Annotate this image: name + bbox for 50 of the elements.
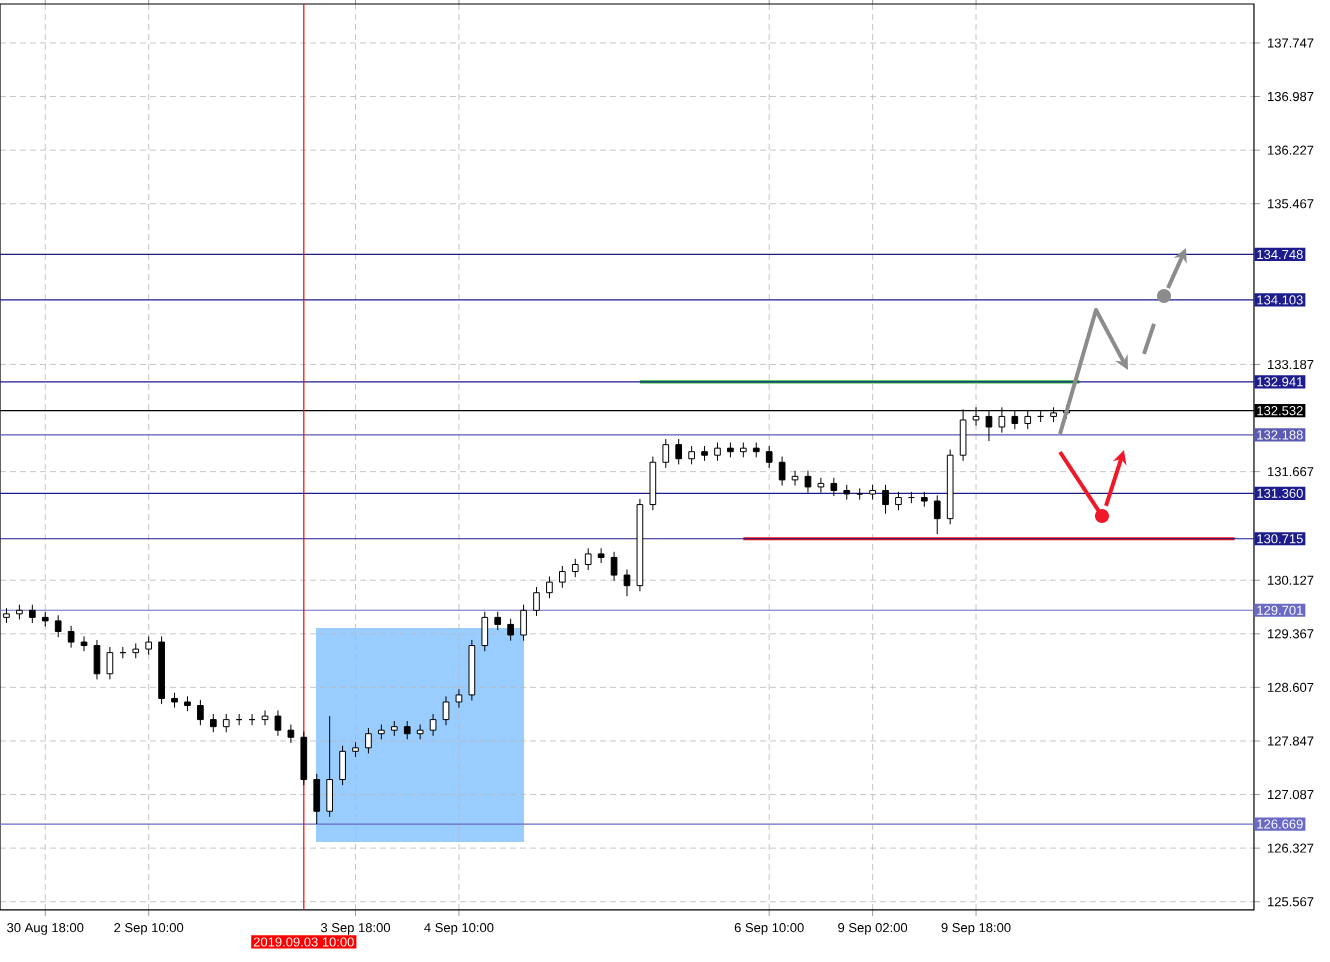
candlestick [817,477,825,494]
candlestick [571,558,579,578]
candlestick [520,604,527,642]
candlestick [106,646,114,680]
candlestick [584,547,592,571]
candlestick [778,456,786,487]
candlestick [429,713,437,737]
candlestick [28,604,36,624]
candlestick [93,639,101,680]
candlestick [261,709,269,726]
candlestick [481,611,489,652]
candlestick [313,773,321,825]
candlestick [559,565,566,589]
candlestick [675,438,683,465]
candlestick [623,568,631,597]
candlestick [145,635,153,656]
candlestick [222,713,230,733]
candlestick [662,438,670,469]
candlestick [610,551,618,582]
candlestick [416,724,424,740]
candlestick [882,484,889,515]
candlestick [895,491,902,511]
candlestick [67,625,75,649]
candlestick [933,494,941,535]
candlestick [830,477,838,497]
candlestick [455,688,463,709]
candlestick [365,727,372,754]
candlestick [197,699,204,726]
candlestick [546,575,553,599]
candlestick [54,614,62,638]
candlestick [80,635,88,652]
candlestick [442,695,450,726]
candlestick [339,745,346,786]
candlestick [533,586,540,617]
candlestick [791,470,799,487]
candlestick [300,731,308,786]
candlestick [765,445,773,469]
candlestick [649,456,657,511]
candlestick [494,611,502,631]
candlestick [688,445,695,465]
candlestick [507,618,514,642]
candlestick [597,547,605,564]
candlestick [287,724,295,744]
candlestick [403,720,411,740]
candlestick [804,470,812,494]
candlestick [856,487,864,501]
candlestick [326,715,333,818]
candlestick [714,442,721,462]
candlestick [274,709,282,737]
candlestick [209,713,217,733]
